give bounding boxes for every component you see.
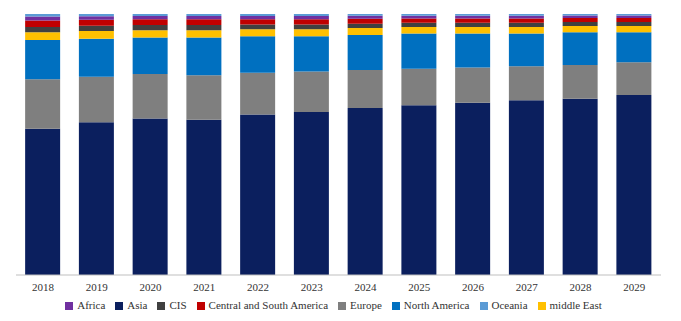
html-text:Oceania: Oceania (491, 299, 528, 311)
svg-text:2022: 2022 (247, 281, 269, 293)
html-text:North America: North America (403, 299, 470, 311)
html-text:CIS: CIS (169, 299, 187, 311)
svg-text:2029: 2029 (623, 281, 646, 293)
html-text:Central and South America: Central and South America (208, 299, 328, 311)
svg-text:2026: 2026 (462, 281, 485, 293)
svg-text:2028: 2028 (569, 281, 592, 293)
svg-text:2019: 2019 (86, 281, 109, 293)
svg-text:2023: 2023 (301, 281, 324, 293)
html-text:Europe: Europe (350, 299, 382, 311)
svg-text:2021: 2021 (193, 281, 215, 293)
svg-text:2018: 2018 (32, 281, 55, 293)
html-text:middle East: middle East (549, 299, 602, 311)
svg-text:2025: 2025 (408, 281, 431, 293)
html-text:Asia: Asia (127, 299, 148, 311)
svg-text:2027: 2027 (516, 281, 539, 293)
svg-text:2024: 2024 (354, 281, 377, 293)
html-text:Africa: Africa (77, 299, 106, 311)
svg-text:2020: 2020 (139, 281, 162, 293)
